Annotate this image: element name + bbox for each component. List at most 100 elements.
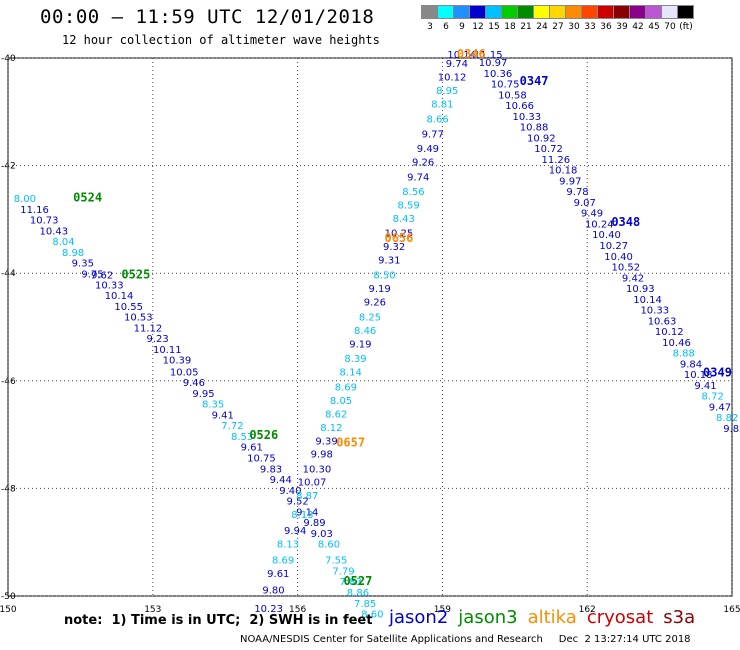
swh-value-label: 9.32 <box>383 242 405 253</box>
swh-value-label: 9.31 <box>378 256 400 267</box>
legend-item-jason2: jason2 <box>389 607 449 628</box>
swh-value-label: 9.95 <box>192 389 214 400</box>
colorbar-label: 3 <box>427 22 433 32</box>
colorbar-swatch <box>677 5 694 19</box>
swh-value-label: 8.25 <box>359 313 381 324</box>
swh-value-label: 10.92 <box>527 133 556 144</box>
swh-value-label: 10.24 <box>585 219 614 230</box>
swh-value-label: 8.39 <box>344 354 366 365</box>
legend-item-s3a: s3a <box>663 607 696 628</box>
swh-value-label: 10.33 <box>95 280 124 291</box>
swh-value-label: 8.86 <box>347 588 369 599</box>
swh-value-label: 9.26 <box>364 297 386 308</box>
lon-tick-label: 153 <box>144 605 161 615</box>
swh-value-label: 9.41 <box>694 381 716 392</box>
lat-tick-label: -48 <box>1 484 16 494</box>
swh-value-label: 9.49 <box>581 209 603 220</box>
swh-value-label: 9.44 <box>270 475 292 486</box>
swh-value-label: 10.53 <box>124 313 153 324</box>
swh-value-label: 11.16 <box>20 205 49 216</box>
pass-label: 0347 <box>520 74 549 88</box>
swh-value-label: 9.07 <box>574 198 596 209</box>
swh-value-label: 9.84 <box>680 359 702 370</box>
swh-value-label: 10.18 <box>684 370 713 381</box>
colorbar-swatch <box>469 5 486 19</box>
swh-value-label: 10.40 <box>592 230 621 241</box>
lon-tick-label: 162 <box>579 605 596 615</box>
colorbar-swatch <box>581 5 598 19</box>
lat-tick-label: -46 <box>1 377 16 387</box>
colorbar-swatch <box>501 5 518 19</box>
colorbar-swatch <box>533 5 550 19</box>
swh-value-label: 9.49 <box>417 144 439 155</box>
swh-value-label: 10.12 <box>438 73 467 84</box>
swh-value-label: 11.15 <box>474 50 503 61</box>
colorbar-swatch <box>613 5 630 19</box>
colorbar-swatch <box>565 5 582 19</box>
pass-label: 0526 <box>249 428 278 442</box>
colorbar-label: 33 <box>584 22 596 32</box>
swh-value-label: 9.83 <box>260 464 282 475</box>
swh-value-label: 9.26 <box>412 158 434 169</box>
pass-label: 0346 <box>457 47 486 61</box>
pass-label: 0349 <box>703 365 732 379</box>
colorbar-swatch <box>549 5 566 19</box>
swh-value-label: 9.89 <box>303 518 325 529</box>
swh-value-label: 10.43 <box>40 226 69 237</box>
swh-value-label: 10.18 <box>549 166 578 177</box>
swh-value-label: 10.39 <box>163 356 192 367</box>
swh-value-label: 9.75 <box>81 270 103 281</box>
swh-value-label: 9.94 <box>284 526 306 537</box>
colorbar-label: 70 <box>664 22 676 32</box>
colorbar-label: 6 <box>443 22 449 32</box>
swh-value-label: 9.61 <box>267 569 289 580</box>
units-note: note: 1) Time is in UTC; 2) SWH is in fe… <box>64 613 373 628</box>
colorbar-label: 15 <box>488 22 500 32</box>
legend-item-jason3: jason3 <box>458 607 518 628</box>
swh-value-label: 8.59 <box>397 201 419 212</box>
swh-value-label: 8.69 <box>335 382 357 393</box>
lat-tick-label: -50 <box>1 592 16 602</box>
swh-value-label: 10.27 <box>599 241 628 252</box>
credit-line: NOAA/NESDIS Center for Satellite Applica… <box>240 634 691 645</box>
swh-value-label: 10.25 <box>385 229 414 240</box>
swh-value-label: 8.98 <box>62 248 84 259</box>
colorbar-swatch <box>453 5 470 19</box>
pass-label: 0656 <box>384 231 413 245</box>
swh-value-label: 9.42 <box>622 273 644 284</box>
swh-value-label: 9.80 <box>262 585 284 596</box>
swh-value-label: 8.35 <box>202 400 224 411</box>
swh-value-label: 8.81 <box>431 99 453 110</box>
legend-item-altika: altika <box>527 607 577 628</box>
swh-value-label: 9.19 <box>349 339 371 350</box>
swh-value-label: 7.83 <box>340 577 362 588</box>
swh-value-label: 8.04 <box>52 237 74 248</box>
colorbar-label: 45 <box>648 22 660 32</box>
swh-value-label: 9.47 <box>709 402 731 413</box>
colorbar-label: 9 <box>459 22 465 32</box>
swh-value-label: 8.14 <box>340 367 362 378</box>
swh-value-label: 9.74 <box>446 59 468 70</box>
swh-value-label: 8.60 <box>318 540 340 551</box>
satellite-legend: jason2 jason3 altika cryosat s3a <box>389 607 705 628</box>
swh-value-label: 10.33 <box>513 112 542 123</box>
colorbar-label: 27 <box>552 22 564 32</box>
swh-value-label: 10.36 <box>484 69 513 80</box>
swh-value-label: 10.14 <box>633 295 662 306</box>
colorbar-swatch <box>597 5 614 19</box>
swh-value-label: 8.82 <box>716 413 738 424</box>
pass-label: 0527 <box>343 574 372 588</box>
swh-value-label: 9.52 <box>286 497 308 508</box>
swh-value-label: 8.95 <box>436 86 458 97</box>
swh-value-label: 10.30 <box>303 464 332 475</box>
pass-label: 0657 <box>336 435 365 449</box>
pass-label: 0348 <box>611 215 640 229</box>
lon-tick-label: 165 <box>723 605 740 615</box>
colorbar <box>421 5 694 19</box>
swh-value-label: 10.66 <box>505 101 534 112</box>
colorbar-label: 30 <box>568 22 580 32</box>
colorbar-label: 42 <box>632 22 644 32</box>
swh-value-label: 8.69 <box>272 556 294 567</box>
swh-value-label: 8.05 <box>330 396 352 407</box>
